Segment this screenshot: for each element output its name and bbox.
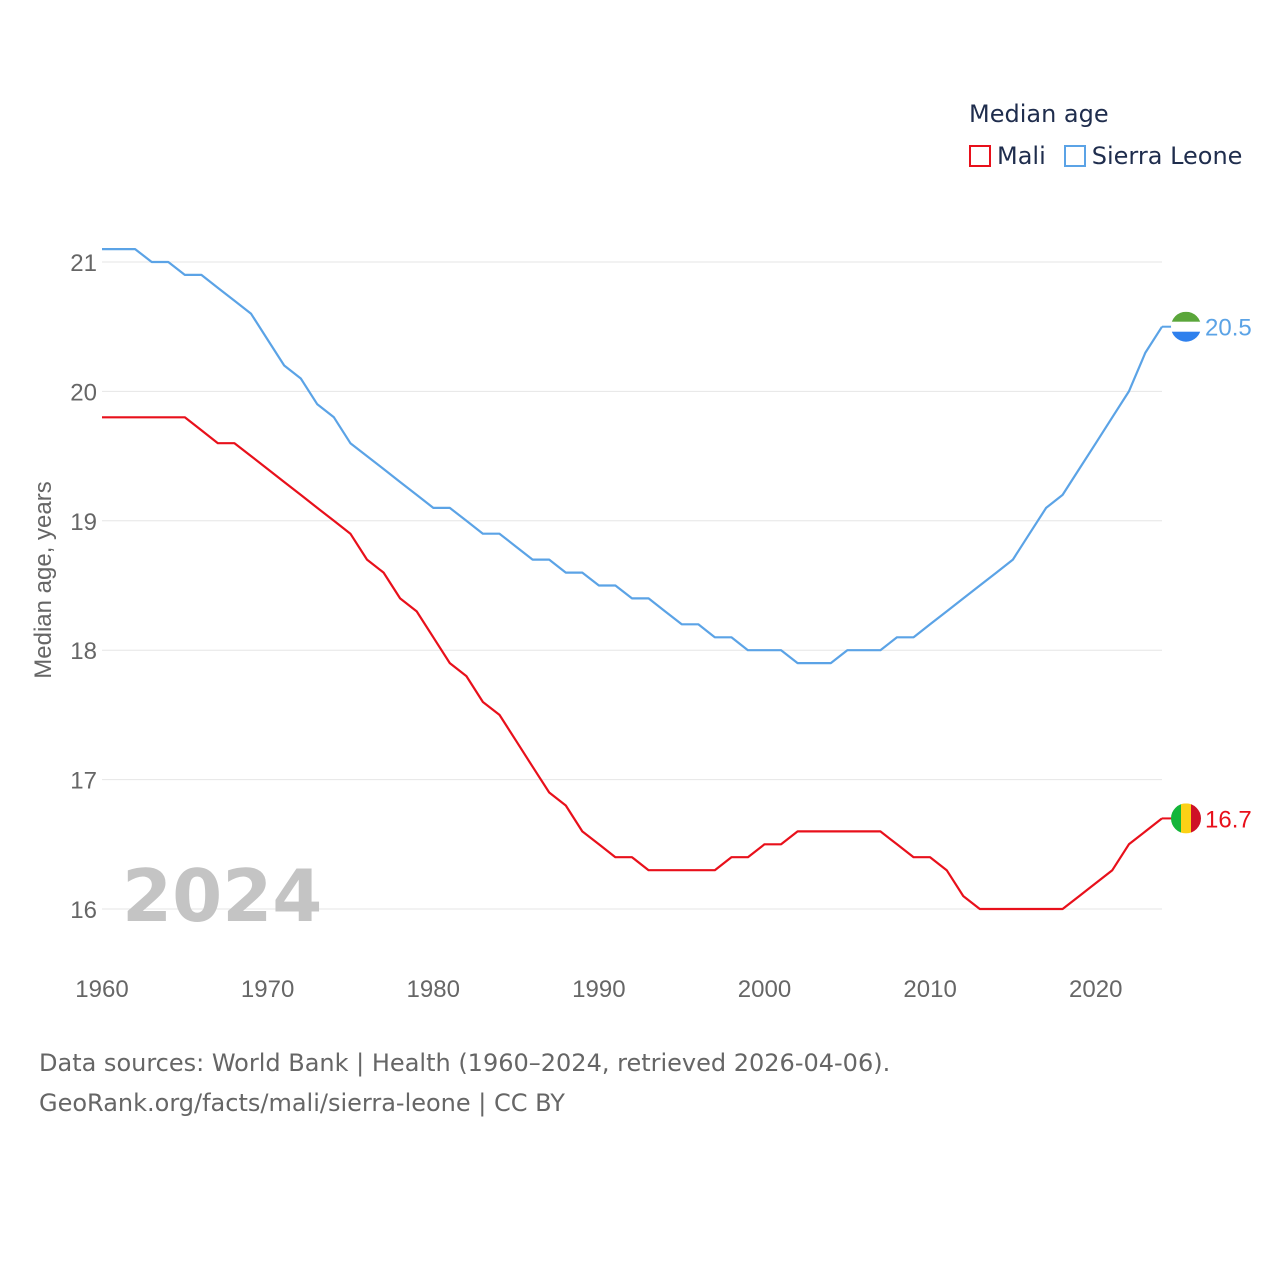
legend-label-sierra-leone: Sierra Leone bbox=[1091, 142, 1243, 170]
legend-title: Median age bbox=[969, 100, 1109, 128]
y-tick-label: 18 bbox=[70, 638, 97, 665]
grid-lines bbox=[102, 261, 1162, 910]
y-tick-label: 16 bbox=[70, 897, 97, 924]
x-tick-label: 1960 bbox=[75, 976, 128, 1003]
y-axis-label: Median age, years bbox=[30, 481, 57, 678]
series-line-mali bbox=[102, 416, 1163, 911]
series-lines bbox=[102, 248, 1163, 911]
y-tick-label: 19 bbox=[70, 509, 97, 536]
flag-icon-sierra-leone bbox=[1171, 311, 1201, 342]
series-line-sierra-leone bbox=[102, 248, 1163, 665]
flag-icon-mali bbox=[1171, 803, 1201, 834]
legend-swatch-mali bbox=[969, 145, 991, 167]
footer: Data sources: World Bank | Health (1960–… bbox=[39, 1043, 890, 1123]
y-axis-ticks: 16 17 18 19 20 21 bbox=[70, 250, 97, 924]
y-tick-label: 21 bbox=[70, 250, 97, 277]
footer-link[interactable]: GeoRank.org/facts/mali/sierra-leone | CC… bbox=[39, 1089, 565, 1117]
x-tick-label: 1990 bbox=[572, 976, 625, 1003]
legend-swatch-sierra-leone bbox=[1063, 145, 1086, 167]
x-tick-label: 1980 bbox=[407, 976, 460, 1003]
legend-item-mali[interactable]: Mali bbox=[969, 142, 1046, 170]
legend-item-sierra-leone[interactable]: Sierra Leone bbox=[1063, 142, 1243, 170]
y-tick-label: 17 bbox=[70, 768, 97, 795]
x-tick-label: 2020 bbox=[1069, 976, 1122, 1003]
footer-sources: Data sources: World Bank | Health (1960–… bbox=[39, 1049, 891, 1077]
year-watermark: 2024 bbox=[122, 854, 322, 938]
end-value-label-mali: 16.7 bbox=[1205, 806, 1252, 833]
end-value-label-sierra-leone: 20.5 bbox=[1205, 315, 1252, 342]
x-tick-label: 2000 bbox=[738, 976, 791, 1003]
y-tick-label: 20 bbox=[70, 379, 97, 406]
end-markers: 16.7 20.5 bbox=[1162, 311, 1252, 834]
legend-label-mali: Mali bbox=[997, 142, 1046, 170]
x-tick-label: 2010 bbox=[903, 976, 956, 1003]
x-tick-label: 1970 bbox=[241, 976, 294, 1003]
x-axis-ticks: 1960 1970 1980 1990 2000 2010 2020 bbox=[75, 976, 1122, 1003]
legend: Mali Sierra Leone bbox=[969, 142, 1260, 170]
